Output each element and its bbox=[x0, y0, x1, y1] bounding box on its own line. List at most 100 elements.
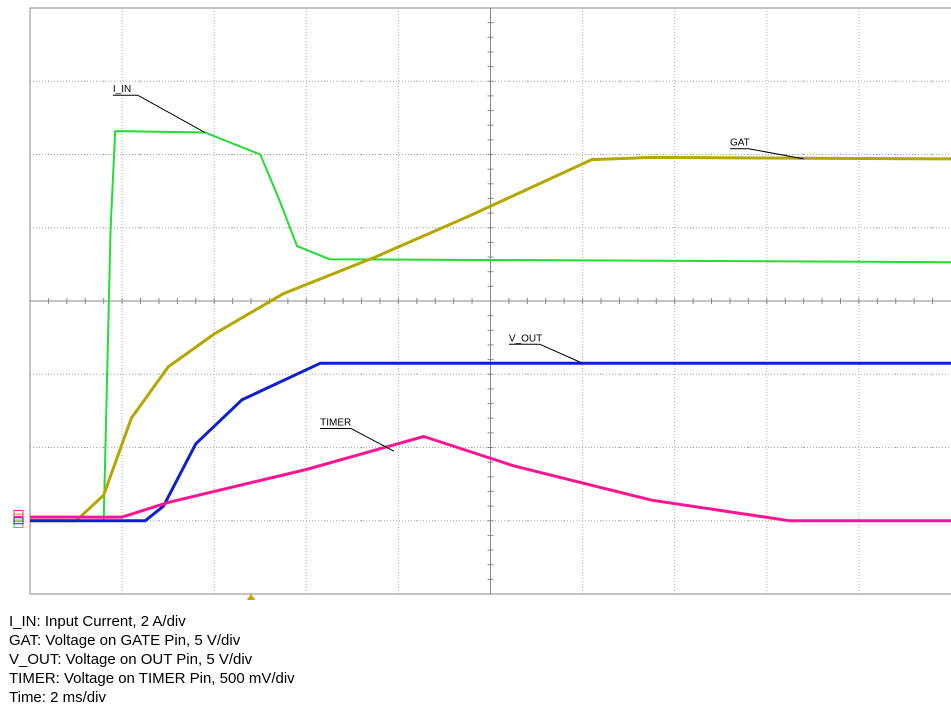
grid-dot bbox=[268, 520, 270, 522]
grid-dot bbox=[711, 80, 713, 82]
grid-dot bbox=[600, 300, 602, 302]
grid-dot bbox=[692, 373, 694, 375]
grid-dot bbox=[453, 520, 455, 522]
grid-dot bbox=[66, 80, 68, 82]
grid-dot bbox=[324, 520, 326, 522]
grid-dot bbox=[361, 520, 363, 522]
grid-dot bbox=[232, 80, 234, 82]
grid-dot bbox=[324, 227, 326, 229]
grid-dot bbox=[434, 520, 436, 522]
grid-dot bbox=[471, 520, 473, 522]
grid-dot bbox=[416, 373, 418, 375]
grid-dot bbox=[655, 447, 657, 448]
grid-dot bbox=[324, 373, 326, 375]
grid-dot bbox=[876, 373, 878, 375]
grid-dot bbox=[250, 80, 252, 82]
grid-dot bbox=[747, 300, 749, 302]
grid-dot bbox=[729, 300, 731, 302]
grid-dot bbox=[895, 300, 897, 302]
grid-dot bbox=[453, 227, 455, 229]
grid-dot bbox=[821, 227, 823, 229]
grid-dot bbox=[140, 373, 142, 375]
grid-dot bbox=[637, 520, 639, 522]
grid-dot bbox=[47, 373, 49, 375]
grid-dot bbox=[176, 447, 178, 448]
grid-dot bbox=[821, 80, 823, 82]
grid-dot bbox=[600, 154, 602, 155]
grid-dot bbox=[600, 520, 602, 522]
ground-marker bbox=[13, 520, 24, 528]
grid-dot bbox=[932, 300, 934, 302]
grid-dot bbox=[526, 447, 528, 448]
grid-dot bbox=[913, 447, 915, 448]
grid-dot bbox=[66, 447, 68, 448]
grid-dot bbox=[545, 154, 547, 155]
trace-timer bbox=[30, 435, 951, 523]
grid-dot bbox=[361, 154, 363, 155]
grid-dot bbox=[600, 80, 602, 82]
grid-dot bbox=[342, 227, 344, 229]
grid-dot bbox=[379, 373, 381, 375]
grid-dot bbox=[103, 154, 105, 155]
grid-dot bbox=[287, 154, 289, 155]
grid-dot bbox=[416, 80, 418, 82]
grid-dot bbox=[692, 227, 694, 229]
grid-dot bbox=[158, 80, 160, 82]
grid-dot bbox=[563, 447, 565, 448]
grid-dot bbox=[692, 80, 694, 82]
grid-dot bbox=[287, 80, 289, 82]
grid-dot bbox=[103, 227, 105, 229]
grid-dot bbox=[545, 520, 547, 522]
grid-dot bbox=[342, 300, 344, 302]
grid-dot bbox=[103, 300, 105, 302]
grid-dot bbox=[195, 300, 197, 302]
grid-dot bbox=[195, 373, 197, 375]
grid-dot bbox=[692, 300, 694, 302]
grid-dot bbox=[232, 447, 234, 448]
grid-dot bbox=[932, 373, 934, 375]
grid-dot bbox=[471, 300, 473, 302]
grid-dot bbox=[379, 154, 381, 155]
grid-dot bbox=[637, 373, 639, 375]
grid-dot bbox=[508, 227, 510, 229]
grid-dot bbox=[729, 447, 731, 448]
legend-caption: I_IN: Input Current, 2 A/div GAT: Voltag… bbox=[9, 612, 295, 707]
grid-dot bbox=[103, 80, 105, 82]
grid-dot bbox=[839, 80, 841, 82]
grid-dot bbox=[176, 227, 178, 229]
grid-dot bbox=[84, 300, 86, 302]
grid-dot bbox=[453, 80, 455, 82]
grid-dot bbox=[453, 154, 455, 155]
grid-dot bbox=[434, 373, 436, 375]
grid-dot bbox=[158, 300, 160, 302]
legend-line-timer: TIMER: Voltage on TIMER Pin, 500 mV/div bbox=[9, 670, 295, 687]
grid-dot bbox=[416, 300, 418, 302]
grid-dot bbox=[563, 300, 565, 302]
grid-dot bbox=[508, 520, 510, 522]
grid-dot bbox=[545, 447, 547, 448]
grid-dot bbox=[416, 447, 418, 448]
grid-dot bbox=[729, 227, 731, 229]
grid-dot bbox=[471, 373, 473, 375]
grid-dot bbox=[803, 227, 805, 229]
trace-labels: I_IN GAT V_OUT TIMER bbox=[112, 84, 804, 452]
grid-dot bbox=[434, 447, 436, 448]
grid-dot bbox=[839, 373, 841, 375]
grid-dot bbox=[324, 300, 326, 302]
grid-dot bbox=[600, 447, 602, 448]
grid-dot bbox=[747, 80, 749, 82]
grid-dot bbox=[876, 80, 878, 82]
grid-dot bbox=[526, 520, 528, 522]
grid-dot bbox=[416, 154, 418, 155]
grid-dot bbox=[729, 80, 731, 82]
grid-dot bbox=[66, 373, 68, 375]
grid-dot bbox=[876, 447, 878, 448]
grid-dot bbox=[913, 227, 915, 229]
grid-dot bbox=[471, 227, 473, 229]
grid-dot bbox=[711, 227, 713, 229]
grid-dot bbox=[784, 154, 786, 155]
grid-dot bbox=[545, 373, 547, 375]
grid-dot bbox=[637, 80, 639, 82]
grid-dot bbox=[342, 520, 344, 522]
grid-dot bbox=[342, 80, 344, 82]
